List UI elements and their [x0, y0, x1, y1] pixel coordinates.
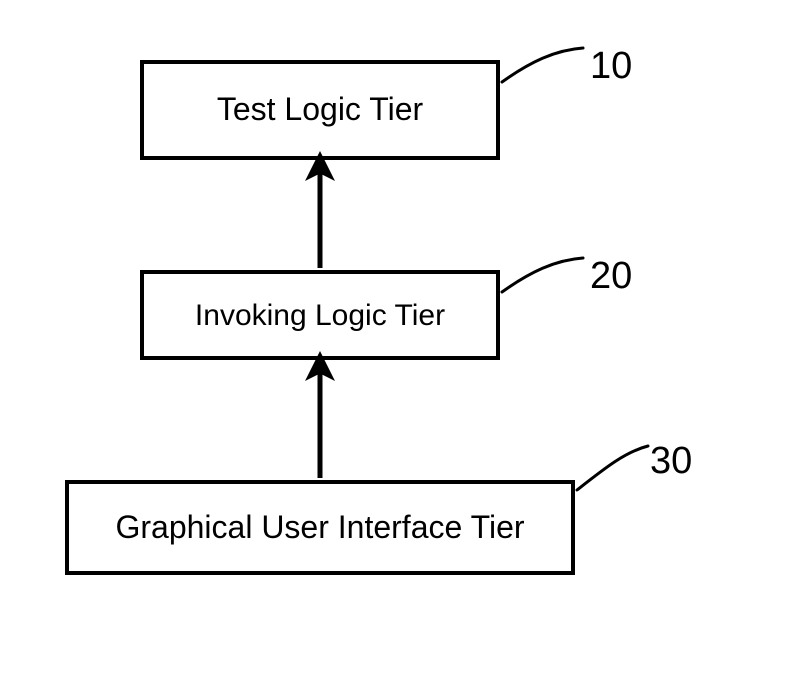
callout-curve — [502, 258, 583, 292]
tier-box-invoking-logic: Invoking Logic Tier — [140, 270, 500, 360]
tier-box-gui: Graphical User Interface Tier — [65, 480, 575, 575]
callout-curve — [502, 48, 583, 82]
tier-box-label: Invoking Logic Tier — [195, 299, 445, 332]
callout-number-30: 30 — [650, 440, 692, 483]
callout-number-20: 20 — [590, 255, 632, 298]
callout-curve — [577, 446, 648, 490]
diagram-canvas: Test Logic Tier 10 Invoking Logic Tier 2… — [0, 0, 791, 675]
tier-box-label: Test Logic Tier — [217, 92, 423, 127]
callout-number-10: 10 — [590, 45, 632, 88]
tier-box-label: Graphical User Interface Tier — [115, 510, 524, 545]
tier-box-test-logic: Test Logic Tier — [140, 60, 500, 160]
